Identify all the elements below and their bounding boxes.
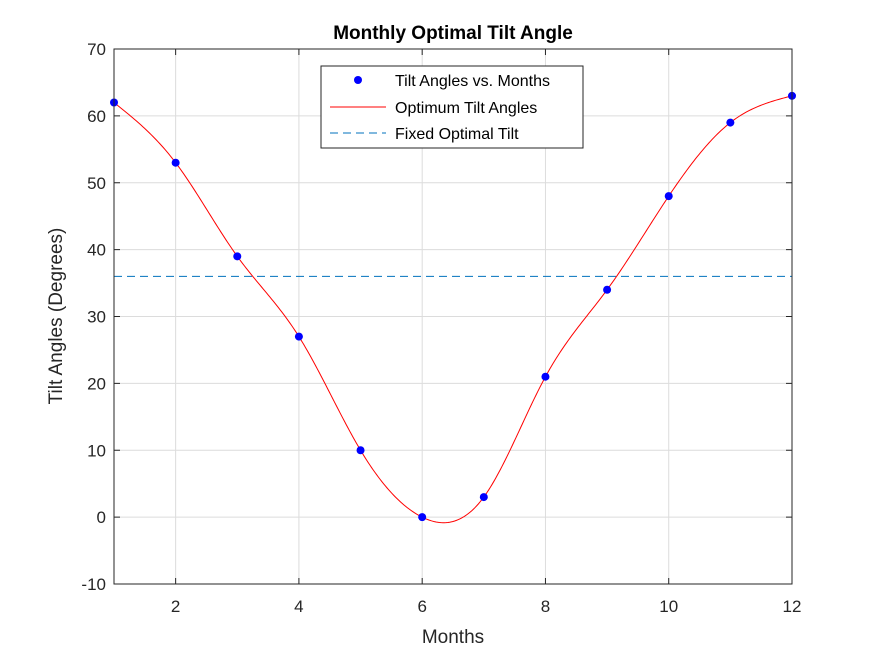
y-axis-label: Tilt Angles (Degrees) (46, 228, 67, 405)
tilt-angle-point (418, 513, 427, 522)
tilt-angle-point (479, 493, 488, 502)
tilt-angle-point (726, 118, 735, 127)
chart-title: Monthly Optimal Tilt Angle (333, 23, 573, 44)
optimum-tilt-curve (113, 95, 793, 524)
y-tick-label: 0 (97, 508, 106, 527)
y-tick-label: 70 (87, 40, 106, 59)
x-tick-label: 2 (171, 597, 180, 616)
y-tick-label: 20 (87, 374, 106, 393)
x-axis-label: Months (422, 627, 484, 648)
legend-label-curve: Optimum Tilt Angles (395, 100, 537, 117)
y-tick-label: 10 (87, 441, 106, 460)
tilt-angle-point (664, 192, 673, 201)
legend: Tilt Angles vs. Months Optimum Tilt Angl… (320, 65, 584, 149)
tilt-angle-point (356, 446, 365, 455)
tilt-angle-point (294, 332, 303, 341)
x-tick-label: 10 (659, 597, 678, 616)
x-tick-label: 12 (783, 597, 802, 616)
x-tick-label: 8 (541, 597, 550, 616)
legend-label-markers: Tilt Angles vs. Months (395, 73, 550, 90)
tilt-angle-point (171, 158, 180, 167)
y-tick-labels: -10 0 10 20 30 40 50 60 70 (81, 40, 106, 594)
x-tick-label: 6 (417, 597, 426, 616)
optimum-curve-layer (113, 95, 793, 524)
x-tick-labels: 2 4 6 8 10 12 (171, 597, 802, 616)
x-tick-label: 4 (294, 597, 303, 616)
tilt-angle-point (541, 372, 550, 381)
y-tick-label: 50 (87, 174, 106, 193)
y-tick-label: -10 (81, 575, 106, 594)
tilt-angle-point (233, 252, 242, 261)
legend-label-fixed: Fixed Optimal Tilt (395, 126, 519, 143)
tilt-angle-point (603, 285, 612, 294)
y-tick-label: 30 (87, 308, 106, 327)
legend-marker-symbol (354, 76, 362, 84)
y-tick-label: 40 (87, 241, 106, 260)
y-tick-label: 60 (87, 107, 106, 126)
axis-ticks (114, 48, 793, 585)
